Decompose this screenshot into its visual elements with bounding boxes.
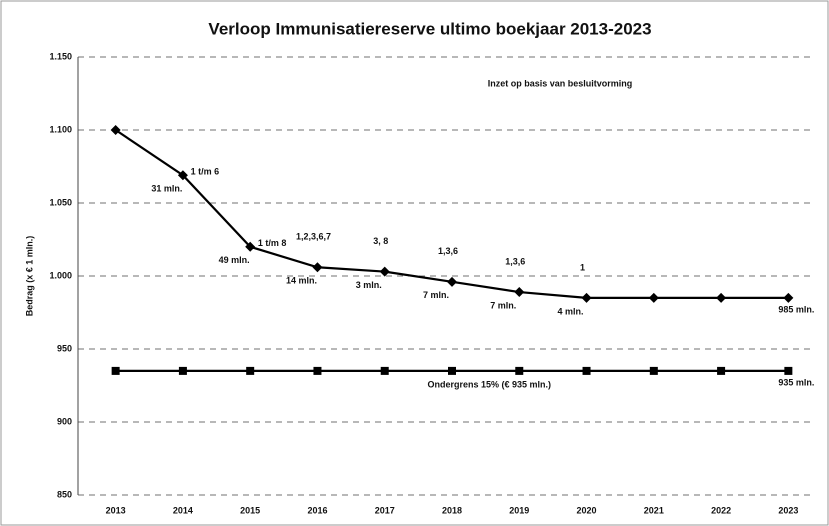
marker — [514, 287, 525, 298]
marker — [177, 170, 188, 181]
marker — [111, 366, 120, 375]
point-note: 1,2,3,6,7 — [296, 232, 331, 242]
y-axis-label: Bedrag (x € 1 mln.) — [24, 236, 34, 317]
marker — [178, 366, 187, 375]
chart-title: Verloop Immunisatiereserve ultimo boekja… — [208, 19, 651, 38]
x-tick-label: 2016 — [307, 505, 327, 515]
marker — [582, 366, 591, 375]
marker — [717, 366, 726, 375]
y-tick-label: 950 — [57, 343, 72, 353]
marker — [716, 292, 727, 303]
marker — [783, 292, 794, 303]
y-tick-label: 900 — [57, 416, 72, 426]
x-tick-label: 2022 — [711, 505, 731, 515]
change-label: 31 mln. — [151, 184, 182, 194]
marker — [648, 292, 659, 303]
point-note: 1 t/m 8 — [258, 238, 287, 248]
y-tick-label: 850 — [57, 489, 72, 499]
point-note: 1 t/m 6 — [191, 167, 220, 177]
marker — [379, 266, 390, 277]
y-tick-label: 1.100 — [49, 124, 72, 134]
marker — [447, 276, 457, 287]
x-tick-label: 2023 — [778, 505, 798, 515]
change-label: 7 mln. — [490, 300, 516, 310]
marker — [784, 366, 793, 375]
point-note: 1 — [580, 262, 585, 272]
x-tick-label: 2019 — [509, 505, 529, 515]
marker — [312, 262, 323, 273]
end-label: 935 mln. — [778, 377, 814, 387]
x-tick-label: 2020 — [577, 505, 597, 515]
marker — [246, 366, 255, 375]
x-tick-label: 2015 — [240, 505, 260, 515]
marker — [448, 366, 456, 375]
marker — [515, 366, 524, 375]
change-label: 7 mln. — [423, 290, 449, 300]
marker — [245, 241, 256, 252]
x-tick-label: 2017 — [375, 505, 395, 515]
change-label: 3 mln. — [356, 280, 382, 290]
y-tick-label: 1.000 — [49, 270, 72, 280]
y-tick-label: 1.050 — [49, 197, 72, 207]
y-tick-label: 1.150 — [49, 51, 72, 61]
change-label: 4 mln. — [558, 306, 584, 316]
note: Inzet op basis van besluitvorming — [488, 78, 633, 88]
x-tick-label: 2018 — [442, 505, 462, 515]
series-label: Ondergrens 15% (€ 935 mln.) — [427, 379, 551, 389]
end-label: 985 mln. — [778, 304, 814, 314]
x-tick-label: 2013 — [106, 505, 126, 515]
point-note: 3, 8 — [373, 236, 388, 246]
x-tick-label: 2021 — [644, 505, 664, 515]
marker — [110, 125, 121, 135]
marker — [313, 366, 322, 375]
change-label: 14 mln. — [286, 276, 317, 286]
marker — [380, 366, 389, 375]
change-label: 49 mln. — [219, 255, 250, 265]
marker — [581, 292, 592, 303]
point-note: 1,3,6 — [438, 246, 458, 256]
point-note: 1,3,6 — [505, 256, 525, 266]
marker — [649, 366, 658, 375]
x-tick-label: 2014 — [173, 505, 193, 515]
